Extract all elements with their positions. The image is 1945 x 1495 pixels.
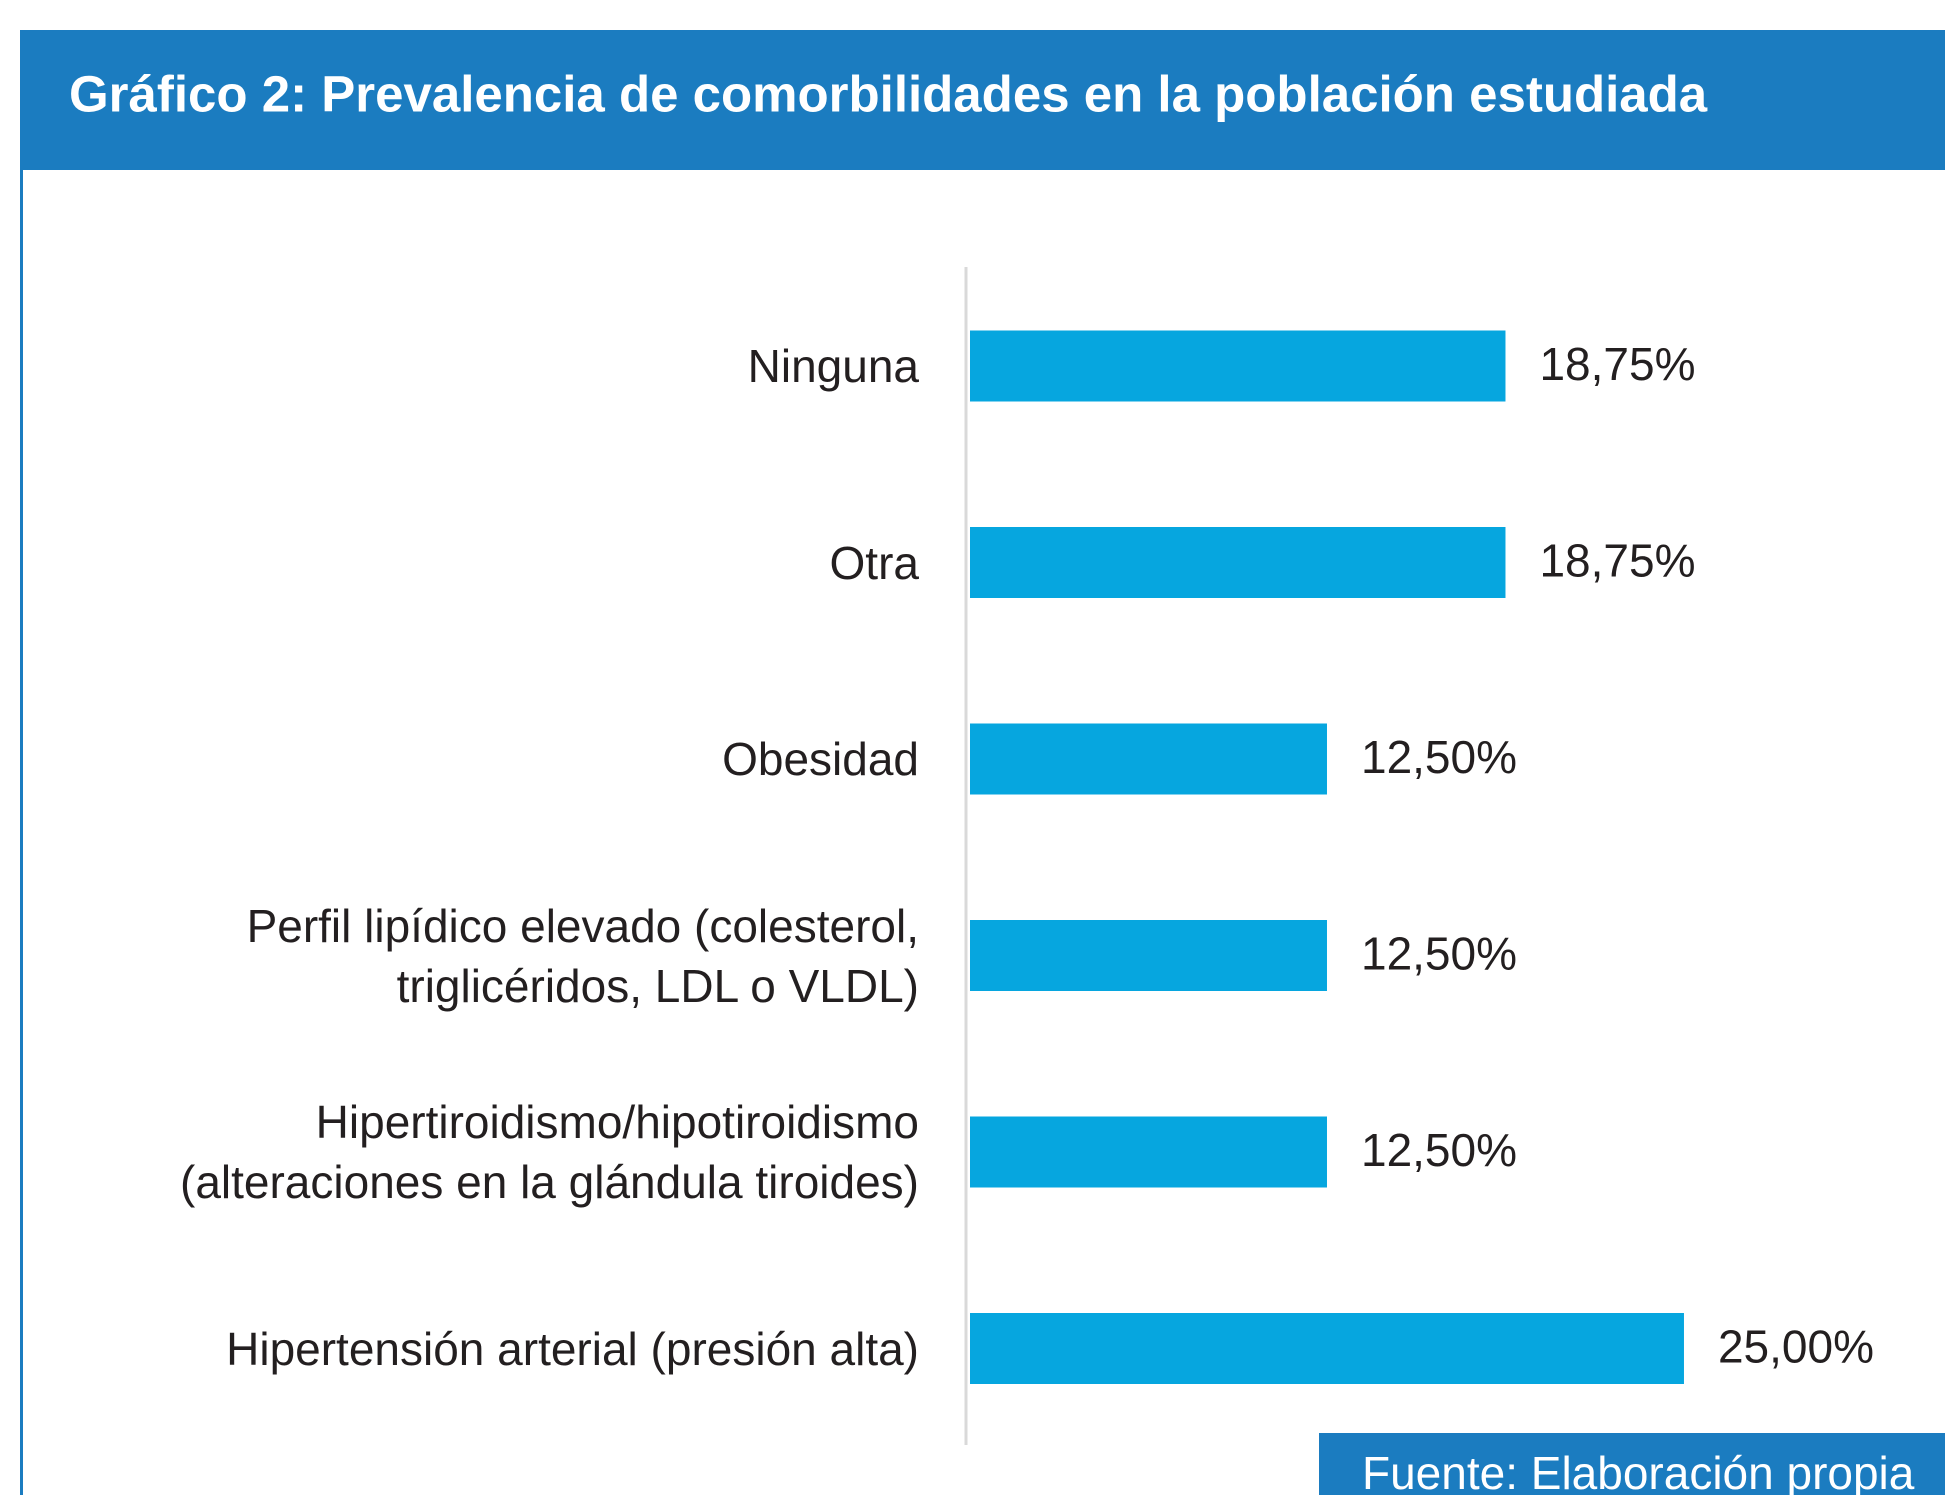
value-label: 18,75% [1539,338,1695,390]
value-label: 18,75% [1539,535,1695,587]
bar [970,527,1506,598]
chart-title: Gráfico 2: Prevalencia de comorbilidades… [69,65,1708,122]
value-label: 12,50% [1361,928,1517,980]
value-label: 25,00% [1718,1321,1874,1373]
value-label: 12,50% [1361,1124,1517,1176]
bar [970,920,1327,991]
bar [970,1116,1327,1188]
title-banner [22,30,1945,170]
category-label: Hipertensión arterial (presión alta) [226,1322,919,1375]
bar [970,330,1506,402]
source-box [1319,1433,1945,1495]
category-label: Hipertiroidismo/hipotiroidismo (alteraci… [180,1096,919,1208]
category-label: Otra [829,536,919,589]
value-label: 12,50% [1361,731,1517,783]
category-label: Ninguna [747,340,919,392]
bar [970,1313,1684,1384]
category-label: Perfil lipídico elevado (colesterol, tri… [246,899,919,1012]
source-note: Fuente: Elaboración propia [1362,1447,1915,1495]
category-label: Obesidad [722,733,919,785]
frame-border [20,30,23,1495]
bar [970,723,1327,795]
